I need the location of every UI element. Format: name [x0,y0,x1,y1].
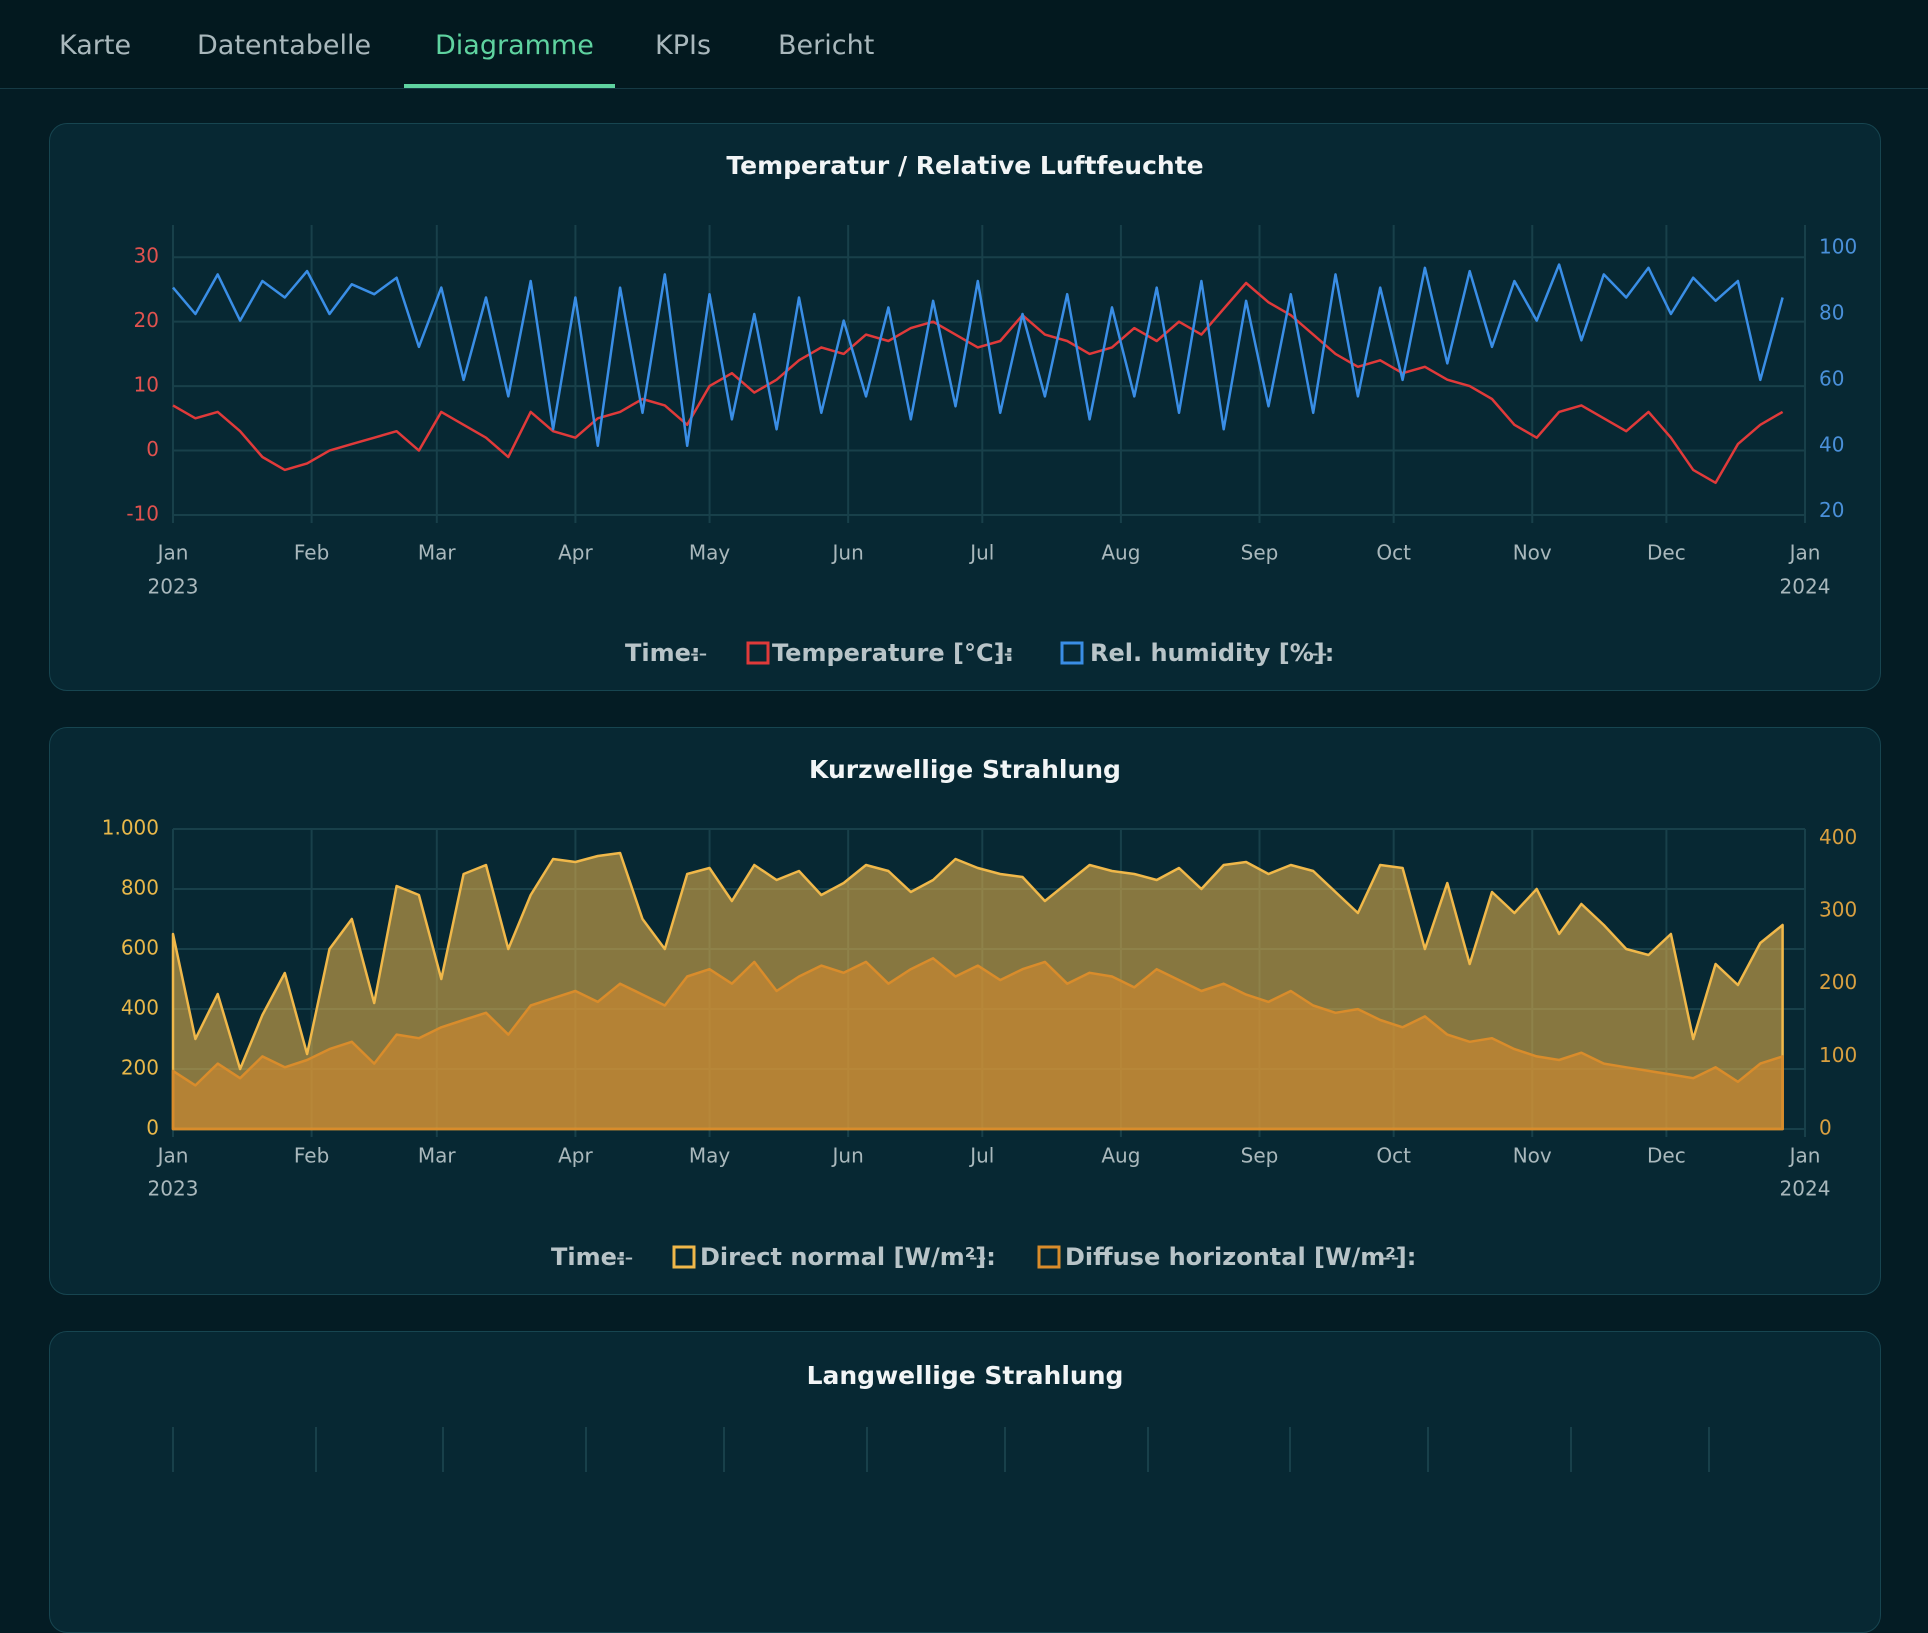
y2-tick-label: 200 [1819,970,1857,994]
legend-swatch [1060,641,1084,665]
x-year-label: 2023 [148,575,199,599]
x-tick-label: Jun [831,541,864,565]
x-tick-label: Oct [1376,1144,1411,1168]
y-tick-label: 20 [134,308,159,332]
x-tick-label: May [689,1144,731,1168]
chart-panel: Langwellige Strahlung [49,1331,1881,1633]
x-tick-label: Dec [1647,1144,1686,1168]
readout-label: Time: [551,1243,626,1271]
x-tick-label: Jun [831,1144,864,1168]
y-tick-label: 10 [134,373,159,397]
chart: Langwellige Strahlung [172,1361,1710,1472]
line [172,263,1784,448]
x-tick-label: Sep [1241,1144,1279,1168]
legend-label: Diffuse horizontal [W/m²]: [1065,1243,1416,1271]
tab-bar: Karte Datentabelle Diagramme KPIs Bericht [0,0,1928,89]
y-tick-label: 200 [121,1056,159,1080]
y-tick-label: 1.000 [102,816,159,840]
y2-tick-label: 60 [1819,366,1844,390]
x-year-label: 2023 [148,1177,199,1201]
x-tick-label: Jan [156,1144,189,1168]
x-tick-label: Mar [418,1144,457,1168]
x-tick-label: Mar [418,541,457,565]
x-tick-label: Dec [1647,541,1686,565]
chart: Temperatur / Relative Luftfeuchte Jan Feb M… [126,151,1857,667]
tab[interactable]: Datentabelle [197,30,372,61]
tab[interactable]: Diagramme [435,30,594,61]
y-tick-label: 0 [146,1116,159,1140]
x-tick-label: Jul [968,541,994,565]
y2-tick-label: 400 [1819,825,1857,849]
y2-tick-label: 0 [1819,1116,1832,1140]
readout-value: -- [616,1243,633,1271]
x-year-label: 2024 [1780,575,1831,599]
x-tick-label: Feb [294,541,329,565]
x-tick-label: Jul [968,1144,994,1168]
x-tick-label: Jan [1788,1144,1821,1168]
x-tick-label: Nov [1513,541,1552,565]
y2-tick-label: 80 [1819,300,1844,324]
legend-label: Temperature [°C]: [772,639,1014,667]
legend-readout: -- [1382,1243,1399,1271]
line [172,281,1784,485]
chart-panel: Kurzwellige Strahlung Jan Feb Mar Apr May Jun J… [49,727,1881,1295]
y2-tick-label: 100 [1819,1043,1857,1067]
active-tab-indicator [404,84,615,88]
x-tick-label: May [689,541,731,565]
legend-label: Rel. humidity [%]: [1090,639,1334,667]
tab[interactable]: Karte [59,30,132,61]
x-tick-label: Oct [1376,541,1411,565]
legend-readout: -- [995,639,1012,667]
x-tick-label: Jan [156,541,189,565]
x-tick-label: Apr [558,1144,593,1168]
y-tick-label: 400 [121,996,159,1020]
x-tick-label: Sep [1241,541,1279,565]
chart-title: Temperatur / Relative Luftfeuchte [726,151,1203,180]
readout-label: Time: [625,639,700,667]
tab[interactable]: Bericht [778,30,875,61]
legend-swatch [672,1245,696,1269]
y-tick-label: -10 [126,502,159,526]
x-year-label: 2024 [1780,1177,1831,1201]
y-tick-label: 30 [134,244,159,268]
tab[interactable]: KPIs [655,30,712,61]
x-tick-label: Nov [1513,1144,1552,1168]
chart-title: Langwellige Strahlung [807,1361,1124,1390]
y-tick-label: 0 [146,437,159,461]
chart-title: Kurzwellige Strahlung [809,755,1121,784]
x-tick-label: Jan [1788,541,1821,565]
legend-readout: -- [969,1243,986,1271]
legend-swatch [1037,1245,1061,1269]
chart: Kurzwellige Strahlung Jan Feb Mar Apr May Jun J… [102,755,1857,1271]
legend-label: Direct normal [W/m²]: [700,1243,996,1271]
readout-value: -- [690,639,707,667]
legend-readout: -- [1310,639,1327,667]
chart-panel: Temperatur / Relative Luftfeuchte Jan Feb M… [49,123,1881,691]
y2-tick-label: 100 [1819,235,1857,259]
x-tick-label: Apr [558,541,593,565]
y2-tick-label: 40 [1819,432,1844,456]
legend-swatch [746,641,770,665]
area [171,957,1784,1131]
y-tick-label: 600 [121,936,159,960]
y2-tick-label: 300 [1819,898,1857,922]
x-tick-label: Feb [294,1144,329,1168]
y2-tick-label: 20 [1819,498,1844,522]
x-tick-label: Aug [1101,1144,1140,1168]
x-tick-label: Aug [1101,541,1140,565]
y-tick-label: 800 [121,876,159,900]
